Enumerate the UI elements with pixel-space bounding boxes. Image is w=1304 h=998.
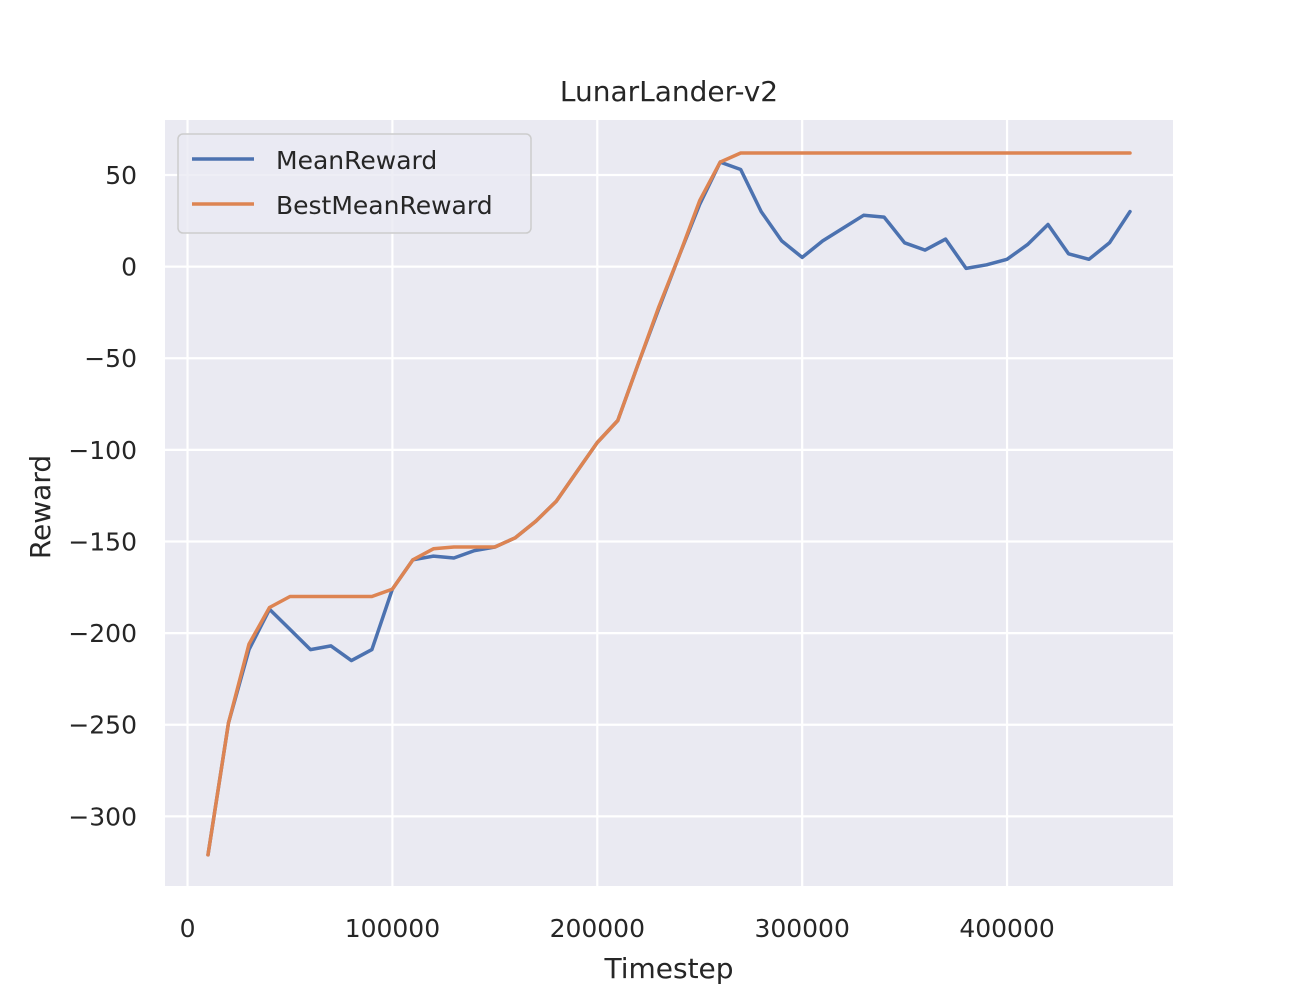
legend-box xyxy=(177,133,532,234)
y-tick-label: 0 xyxy=(121,253,137,282)
x-tick-label: 200000 xyxy=(550,914,645,943)
x-tick-label: 0 xyxy=(180,914,196,943)
x-axis-title: Timestep xyxy=(603,952,733,985)
y-axis-title: Reward xyxy=(24,455,57,559)
x-tick-label: 400000 xyxy=(959,914,1054,943)
tick-labels: 0 100000 200000 300000 400000 50 0 −50 −100 −150 −… xyxy=(68,161,1054,943)
y-tick-label: 50 xyxy=(105,161,137,190)
y-tick-label: −50 xyxy=(84,344,137,373)
series-line-bestmeanreward xyxy=(206,151,1132,857)
chart-title: LunarLander-v2 xyxy=(560,75,778,108)
x-tick-label: 100000 xyxy=(345,914,440,943)
legend: MeanReward BestMeanReward xyxy=(177,133,532,234)
y-tick-label: −300 xyxy=(68,802,137,831)
legend-label-bestmeanreward: BestMeanReward xyxy=(276,191,493,220)
y-tick-label: −150 xyxy=(68,527,137,556)
legend-label-meanreward: MeanReward xyxy=(276,146,437,175)
y-tick-label: −200 xyxy=(68,619,137,648)
series-lines xyxy=(206,151,1132,857)
y-tick-label: −250 xyxy=(68,711,137,740)
plot-background xyxy=(165,120,1173,886)
y-tick-label: −100 xyxy=(68,436,137,465)
x-tick-label: 300000 xyxy=(754,914,849,943)
